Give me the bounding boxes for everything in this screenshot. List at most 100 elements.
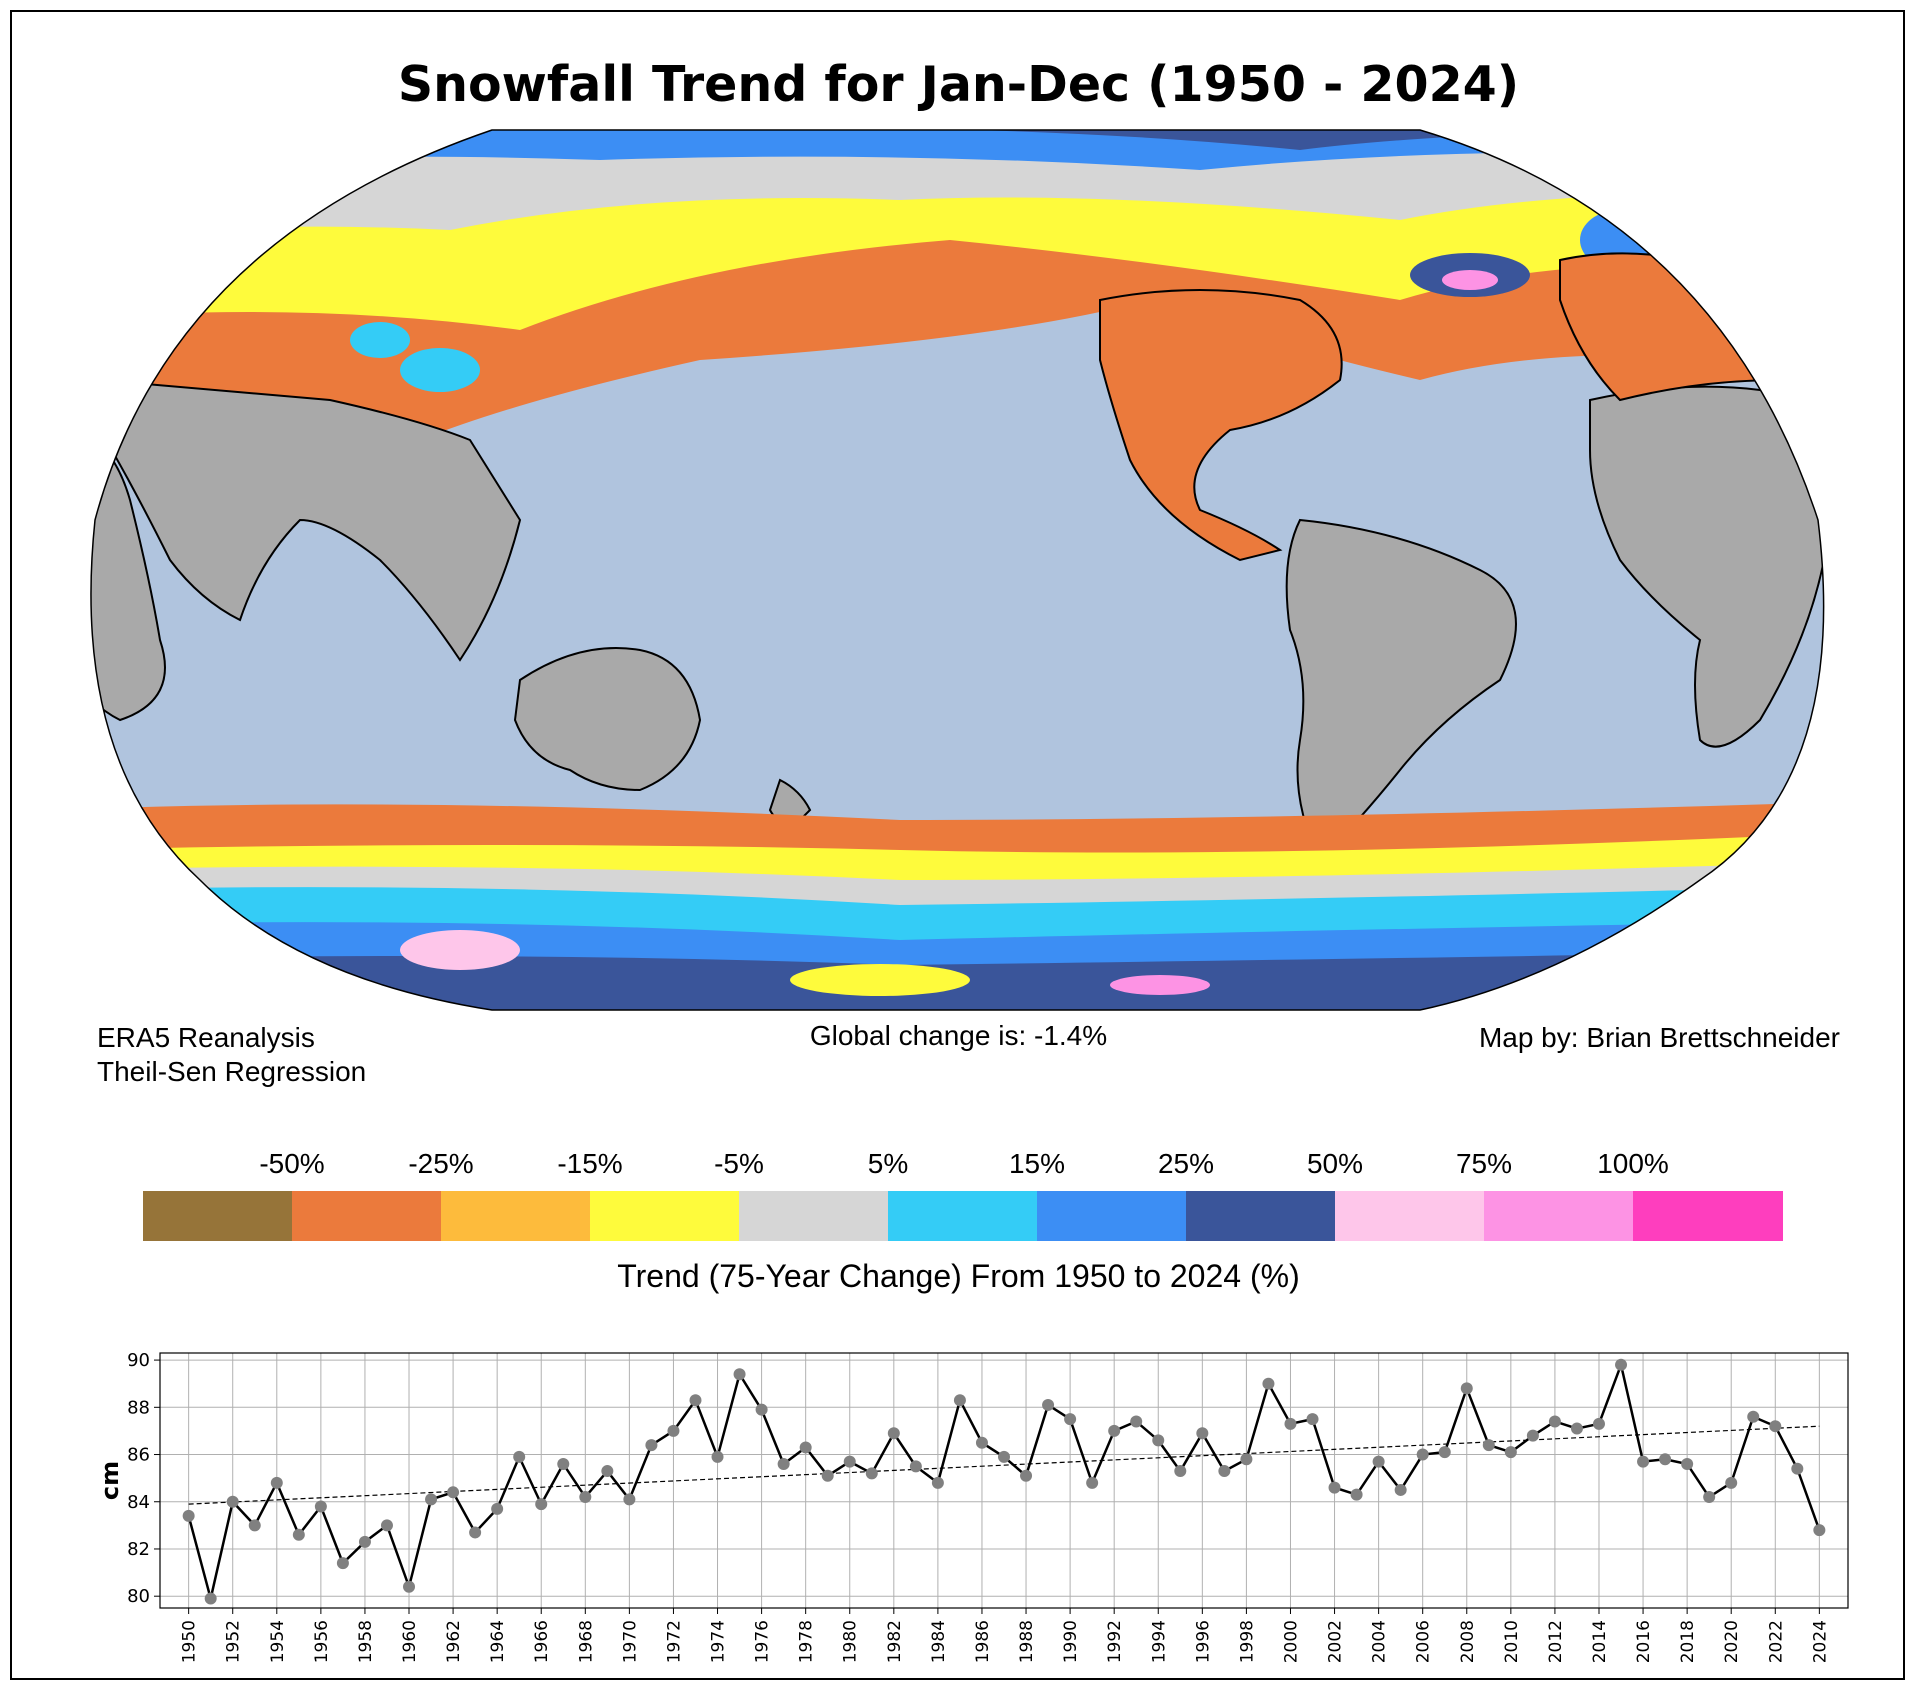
snowfall-data-point xyxy=(1526,1429,1539,1442)
snowfall-data-point xyxy=(1504,1446,1517,1459)
snowfall-data-point xyxy=(1394,1483,1407,1496)
x-tick-label: 1972 xyxy=(664,1620,684,1663)
snowfall-data-point xyxy=(1064,1413,1077,1426)
colorbar-segment xyxy=(1484,1191,1634,1241)
x-tick-label: 1976 xyxy=(753,1620,773,1663)
snowfall-data-point xyxy=(1703,1491,1716,1504)
northern-blue-band xyxy=(90,130,1824,170)
snowfall-data-point xyxy=(1086,1476,1099,1489)
source-label: ERA5 Reanalysis xyxy=(97,1022,315,1053)
snowfall-data-point xyxy=(931,1476,944,1489)
x-tick-label: 1990 xyxy=(1061,1620,1081,1663)
colorbar-title: Trend (75-Year Change) From 1950 to 2024… xyxy=(617,1258,1300,1294)
snowfall-data-point xyxy=(403,1580,416,1593)
snowfall-data-point xyxy=(1592,1417,1605,1430)
snowfall-data-point xyxy=(513,1450,526,1463)
x-tick-label: 2002 xyxy=(1326,1620,1346,1663)
x-tick-label: 2004 xyxy=(1370,1620,1390,1663)
snowfall-data-point xyxy=(1372,1455,1385,1468)
snowfall-data-point xyxy=(711,1450,724,1463)
colorbar-tick-label: 15% xyxy=(1008,1148,1066,1179)
snowfall-data-point xyxy=(336,1557,349,1570)
colorbar-segment xyxy=(143,1191,293,1241)
x-tick-label: 2018 xyxy=(1678,1620,1698,1663)
colorbar-tick-label: 75% xyxy=(1455,1148,1513,1179)
x-tick-label: 1964 xyxy=(488,1620,508,1663)
x-tick-label: 2000 xyxy=(1281,1620,1301,1663)
x-tick-label: 1960 xyxy=(400,1620,420,1663)
snowfall-data-point xyxy=(1108,1424,1121,1437)
snowfall-data-point xyxy=(843,1455,856,1468)
global-change-label: Global change is: -1.4% xyxy=(809,1020,1108,1051)
snowfall-data-point xyxy=(1306,1413,1319,1426)
labrador-pink-blob xyxy=(1442,270,1498,290)
snowfall-data-point xyxy=(579,1491,592,1504)
x-tick-label: 1994 xyxy=(1149,1620,1169,1663)
x-tick-label: 1958 xyxy=(356,1620,376,1663)
colorbar-tick-label: -50% xyxy=(259,1148,325,1179)
snowfall-data-point xyxy=(226,1495,239,1508)
snowfall-data-point xyxy=(1218,1465,1231,1478)
snowfall-data-point xyxy=(601,1465,614,1478)
snowfall-data-point xyxy=(1460,1382,1473,1395)
map-outline xyxy=(90,129,1825,1011)
snowfall-data-point xyxy=(1152,1434,1165,1447)
snowfall-data-point xyxy=(491,1502,504,1515)
x-tick-label: 1992 xyxy=(1105,1620,1125,1663)
x-tick-label: 1982 xyxy=(885,1620,905,1663)
x-tick-label: 1974 xyxy=(709,1620,729,1663)
colorbar-segment xyxy=(590,1191,740,1241)
snowfall-data-point xyxy=(447,1486,460,1499)
x-tick-label: 1998 xyxy=(1237,1620,1257,1663)
x-tick-label: 2006 xyxy=(1414,1620,1434,1663)
snowfall-data-point xyxy=(1284,1417,1297,1430)
snowfall-data-point xyxy=(1637,1455,1650,1468)
snowfall-data-point xyxy=(1350,1488,1363,1501)
x-tick-label: 2012 xyxy=(1546,1620,1566,1663)
snowfall-data-point xyxy=(1020,1469,1033,1482)
x-tick-label: 1980 xyxy=(841,1620,861,1663)
snowfall-data-point xyxy=(887,1427,900,1440)
x-tick-label: 1956 xyxy=(312,1620,332,1663)
antarctic-pink-blob xyxy=(400,930,520,970)
x-tick-label: 1986 xyxy=(973,1620,993,1663)
snowfall-data-point xyxy=(953,1394,966,1407)
snowfall-data-point xyxy=(1240,1453,1253,1466)
snowfall-data-point xyxy=(1548,1415,1561,1428)
x-tick-label: 2020 xyxy=(1722,1620,1742,1663)
y-axis-label: cm xyxy=(96,1461,124,1500)
snowfall-data-point xyxy=(909,1460,922,1473)
snowfall-data-point xyxy=(1262,1377,1275,1390)
snowfall-data-point xyxy=(292,1528,305,1541)
x-tick-label: 1952 xyxy=(224,1620,244,1663)
x-tick-label: 1968 xyxy=(576,1620,596,1663)
snowfall-data-point xyxy=(667,1424,680,1437)
x-tick-label: 2024 xyxy=(1810,1620,1830,1663)
x-tick-label: 2022 xyxy=(1766,1620,1786,1663)
x-tick-label: 2014 xyxy=(1590,1620,1610,1663)
y-tick-label: 88 xyxy=(127,1397,150,1418)
colorbar-tick-label: 5% xyxy=(867,1148,909,1179)
snowfall-data-point xyxy=(645,1439,658,1452)
snowfall-data-point xyxy=(998,1450,1010,1463)
snowfall-data-point xyxy=(821,1469,834,1482)
snowfall-data-point xyxy=(358,1535,371,1548)
colorbar-tick-label: 25% xyxy=(1157,1148,1215,1179)
snowfall-data-point xyxy=(204,1592,217,1605)
antarctic-yellow-blob xyxy=(790,964,970,996)
snowfall-data-point xyxy=(755,1403,768,1416)
antarctic-magenta-blob xyxy=(1110,975,1210,995)
tibet-blue-blob xyxy=(400,348,480,392)
snowfall-data-point xyxy=(557,1457,570,1470)
south-america-land xyxy=(1285,518,1517,862)
snowfall-data-point xyxy=(733,1368,746,1381)
snowfall-data-point xyxy=(865,1467,878,1480)
snowfall-data-point xyxy=(1130,1415,1143,1428)
y-tick-label: 80 xyxy=(127,1586,150,1607)
plot-frame xyxy=(159,1352,1849,1609)
snowfall-data-point xyxy=(1615,1358,1628,1371)
australia-land xyxy=(513,647,702,792)
snowfall-data-point xyxy=(623,1493,636,1506)
